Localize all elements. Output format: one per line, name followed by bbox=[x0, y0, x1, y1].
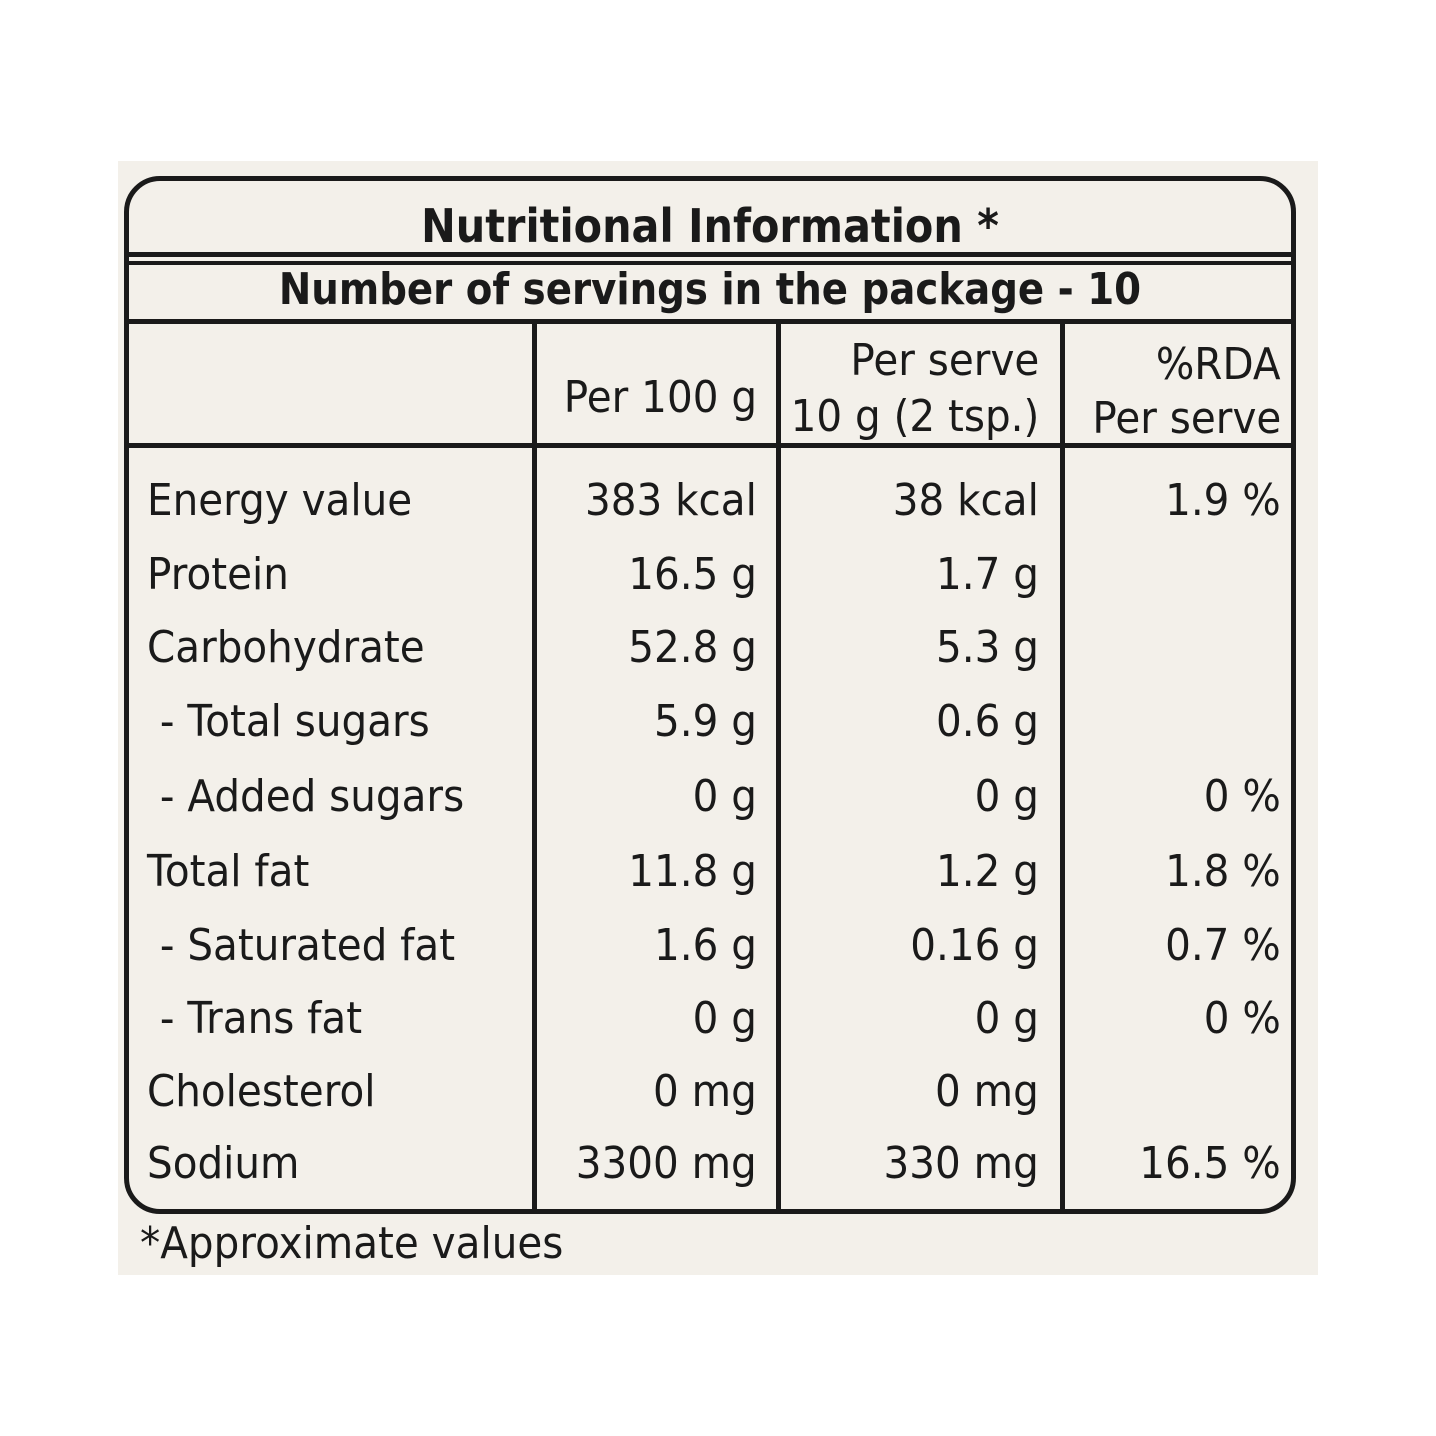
per100-value: 3300 mg bbox=[575, 1138, 757, 1189]
perserve-value: 1.7 g bbox=[936, 549, 1039, 600]
perserve-value: 38 kcal bbox=[892, 475, 1039, 526]
row-label: Carbohydrate bbox=[147, 622, 425, 673]
per100-value: 11.8 g bbox=[628, 846, 757, 897]
per100-value: 383 kcal bbox=[585, 475, 757, 526]
row-label: - Total sugars bbox=[147, 696, 430, 747]
row-label: - Added sugars bbox=[147, 771, 465, 822]
perserve-value: 0 g bbox=[974, 771, 1039, 822]
perserve-value: 0 g bbox=[974, 993, 1039, 1044]
column-divider bbox=[1060, 324, 1065, 1209]
column-header-perserve-line2: 10 g (2 tsp.) bbox=[790, 391, 1039, 442]
divider bbox=[129, 443, 1291, 448]
row-label: - Saturated fat bbox=[147, 920, 456, 971]
rda-value: 0.7 % bbox=[1165, 920, 1281, 971]
perserve-value: 330 mg bbox=[883, 1138, 1039, 1189]
footnote: *Approximate values bbox=[140, 1218, 564, 1269]
per100-value: 0 mg bbox=[653, 1066, 757, 1117]
column-header-rda-line1: %RDA bbox=[1156, 339, 1281, 390]
divider bbox=[129, 319, 1291, 324]
rda-value: 1.9 % bbox=[1165, 475, 1281, 526]
per100-value: 52.8 g bbox=[628, 622, 757, 673]
row-label: Protein bbox=[147, 549, 289, 600]
rda-value: 0 % bbox=[1203, 771, 1281, 822]
per100-value: 16.5 g bbox=[628, 549, 757, 600]
row-label: Total fat bbox=[147, 846, 310, 897]
nutrition-table: Nutritional Information * Number of serv… bbox=[124, 176, 1296, 1214]
column-divider bbox=[776, 324, 781, 1209]
rda-value: 1.8 % bbox=[1165, 846, 1281, 897]
perserve-value: 1.2 g bbox=[936, 846, 1039, 897]
column-divider bbox=[532, 324, 537, 1209]
perserve-value: 0 mg bbox=[935, 1066, 1039, 1117]
perserve-value: 5.3 g bbox=[936, 622, 1039, 673]
servings-line: Number of servings in the package - 10 bbox=[278, 264, 1142, 315]
label-background bbox=[118, 161, 1318, 1275]
column-header-perserve-line1: Per serve bbox=[850, 335, 1039, 386]
per100-value: 0 g bbox=[692, 771, 757, 822]
table-title: Nutritional Information * bbox=[421, 199, 999, 253]
rda-value: 0 % bbox=[1203, 993, 1281, 1044]
per100-value: 5.9 g bbox=[654, 696, 757, 747]
per100-value: 1.6 g bbox=[654, 920, 757, 971]
row-label: Cholesterol bbox=[147, 1066, 376, 1117]
perserve-value: 0.6 g bbox=[936, 696, 1039, 747]
row-label: - Trans fat bbox=[147, 993, 363, 1044]
divider bbox=[129, 261, 1291, 265]
per100-value: 0 g bbox=[692, 993, 757, 1044]
rda-value: 16.5 % bbox=[1139, 1138, 1281, 1189]
row-label: Sodium bbox=[147, 1138, 300, 1189]
column-header-rda-line2: Per serve bbox=[1092, 393, 1281, 444]
perserve-value: 0.16 g bbox=[910, 920, 1039, 971]
divider bbox=[129, 252, 1291, 257]
column-header-per100-line2: Per 100 g bbox=[563, 372, 757, 423]
row-label: Energy value bbox=[147, 475, 413, 526]
